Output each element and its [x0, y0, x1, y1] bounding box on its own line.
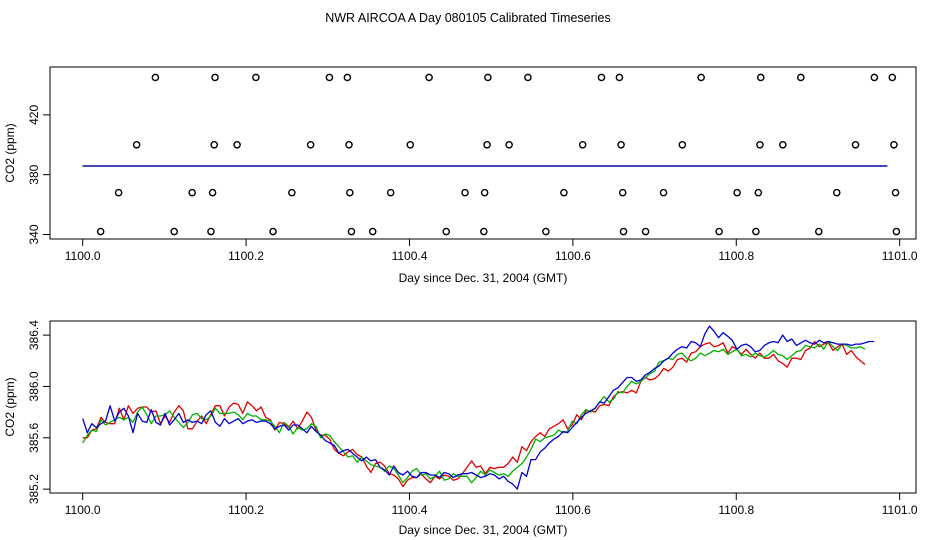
data-point-calibration-standards — [618, 188, 627, 197]
y-tick-label-bottom: 385.2 — [27, 474, 41, 504]
data-point-calibration-standards — [615, 73, 624, 82]
data-point-calibration-standards — [114, 188, 123, 197]
data-point-calibration-standards — [252, 73, 260, 82]
data-point-calibration-standards — [96, 227, 105, 236]
x-tick-label-top: 1100.8 — [718, 249, 754, 263]
x-tick-label-top: 1100.0 — [65, 249, 101, 263]
x-axis-label-bottom: Day since Dec. 31, 2004 (GMT) — [399, 523, 568, 537]
x-tick-label-bottom: 1100.2 — [228, 503, 264, 517]
data-point-calibration-standards — [733, 188, 741, 197]
data-point-calibration-standards — [306, 140, 315, 149]
data-point-calibration-standards — [578, 140, 587, 149]
y-tick-label-top: 340 — [27, 224, 41, 244]
data-point-calibration-standards — [269, 227, 277, 236]
data-point-calibration-standards — [210, 140, 219, 149]
series-line-green — [82, 340, 866, 484]
data-point-calibration-standards — [425, 73, 433, 82]
data-point-calibration-standards — [505, 140, 513, 149]
y-tick-label-bottom: 386.0 — [27, 371, 41, 401]
data-point-calibration-standards — [659, 188, 668, 197]
data-point-calibration-standards — [560, 188, 568, 197]
data-point-calibration-standards — [617, 140, 625, 149]
x-tick-label-top: 1100.6 — [555, 249, 591, 263]
y-axis-label-bottom: CO2 (ppm) — [3, 377, 17, 436]
data-point-calibration-standards — [406, 140, 415, 149]
plot-frame-top — [49, 66, 917, 240]
data-point-calibration-standards — [170, 227, 178, 236]
data-point-calibration-standards — [678, 140, 687, 149]
data-point-calibration-standards — [343, 73, 352, 82]
y-tick-label-bottom: 385.6 — [27, 422, 41, 452]
data-point-calibration-standards — [461, 188, 469, 197]
marks-bottom — [82, 325, 875, 490]
data-point-calibration-standards — [442, 227, 451, 236]
data-point-calibration-standards — [346, 188, 354, 197]
x-tick-label-top: 1100.2 — [228, 249, 264, 263]
marks-top — [82, 73, 901, 236]
x-tick-label-bottom: 1100.0 — [65, 503, 101, 517]
data-point-calibration-standards — [188, 188, 196, 197]
y-tick-label-bottom: 386.4 — [27, 320, 41, 350]
data-point-calibration-standards — [211, 73, 219, 82]
data-point-calibration-standards — [892, 227, 901, 236]
series-line-red — [82, 340, 866, 488]
x-tick-label-bottom: 1100.6 — [555, 503, 591, 517]
panel-top: 1100.0 1100.2 1100.4 1100.6 1100.8 1101.0 340 3… — [3, 66, 918, 285]
data-point-calibration-standards — [779, 140, 787, 149]
data-point-calibration-standards — [851, 140, 860, 149]
data-point-calibration-standards — [368, 227, 377, 236]
data-point-calibration-standards — [132, 140, 141, 149]
data-point-calibration-standards — [752, 227, 760, 236]
data-point-calibration-standards — [288, 188, 296, 197]
x-tick-label-bottom: 1100.4 — [392, 503, 428, 517]
data-point-calibration-standards — [715, 227, 723, 236]
plot-frame-bottom — [49, 320, 917, 494]
data-point-calibration-standards — [524, 73, 532, 82]
data-point-calibration-standards — [151, 73, 160, 82]
x-axis-label-top: Day since Dec. 31, 2004 (GMT) — [399, 271, 568, 285]
data-point-calibration-standards — [619, 227, 628, 236]
data-point-calibration-standards — [756, 140, 764, 149]
data-point-calibration-standards — [814, 227, 823, 236]
panel-bottom: 1100.0 1100.2 1100.4 1100.6 1100.8 1101.0 385.… — [3, 320, 918, 537]
series-line-blue — [82, 325, 875, 490]
data-point-calibration-standards — [641, 227, 650, 236]
data-point-calibration-standards — [347, 227, 356, 236]
axes-top: 1100.0 1100.2 1100.4 1100.6 1100.8 1101.0 340 3… — [27, 105, 918, 263]
data-point-calibration-standards — [484, 73, 492, 82]
x-tick-label-bottom: 1101.0 — [882, 503, 918, 517]
data-point-calibration-standards — [891, 188, 900, 197]
y-tick-label-top: 420 — [27, 105, 41, 125]
y-axis-label-top: CO2 (ppm) — [3, 123, 17, 182]
data-point-calibration-standards — [386, 188, 395, 197]
x-tick-label-bottom: 1100.8 — [718, 503, 754, 517]
x-tick-label-top: 1100.4 — [392, 249, 428, 263]
data-point-calibration-standards — [797, 73, 805, 82]
data-point-calibration-standards — [208, 188, 217, 197]
data-point-calibration-standards — [233, 140, 241, 149]
data-point-calibration-standards — [832, 188, 841, 197]
data-point-calibration-standards — [888, 73, 897, 82]
data-point-calibration-standards — [480, 227, 488, 236]
data-point-calibration-standards — [325, 73, 334, 82]
data-point-calibration-standards — [542, 227, 550, 236]
chart-title: NWR AIRCOA A Day 080105 Calibrated Times… — [325, 11, 611, 25]
data-point-calibration-standards — [756, 73, 765, 82]
data-point-calibration-standards — [345, 140, 353, 149]
data-point-calibration-standards — [597, 73, 606, 82]
y-tick-label-top: 380 — [27, 164, 41, 184]
data-point-calibration-standards — [480, 188, 489, 197]
x-tick-label-top: 1101.0 — [882, 249, 918, 263]
data-point-calibration-standards — [870, 73, 879, 82]
data-point-calibration-standards — [697, 73, 705, 82]
data-point-calibration-standards — [890, 140, 898, 149]
data-point-calibration-standards — [207, 227, 215, 236]
axes-bottom: 1100.0 1100.2 1100.4 1100.6 1100.8 1101.0 385.… — [27, 320, 918, 517]
data-point-calibration-standards — [754, 188, 763, 197]
data-point-calibration-standards — [483, 140, 491, 149]
